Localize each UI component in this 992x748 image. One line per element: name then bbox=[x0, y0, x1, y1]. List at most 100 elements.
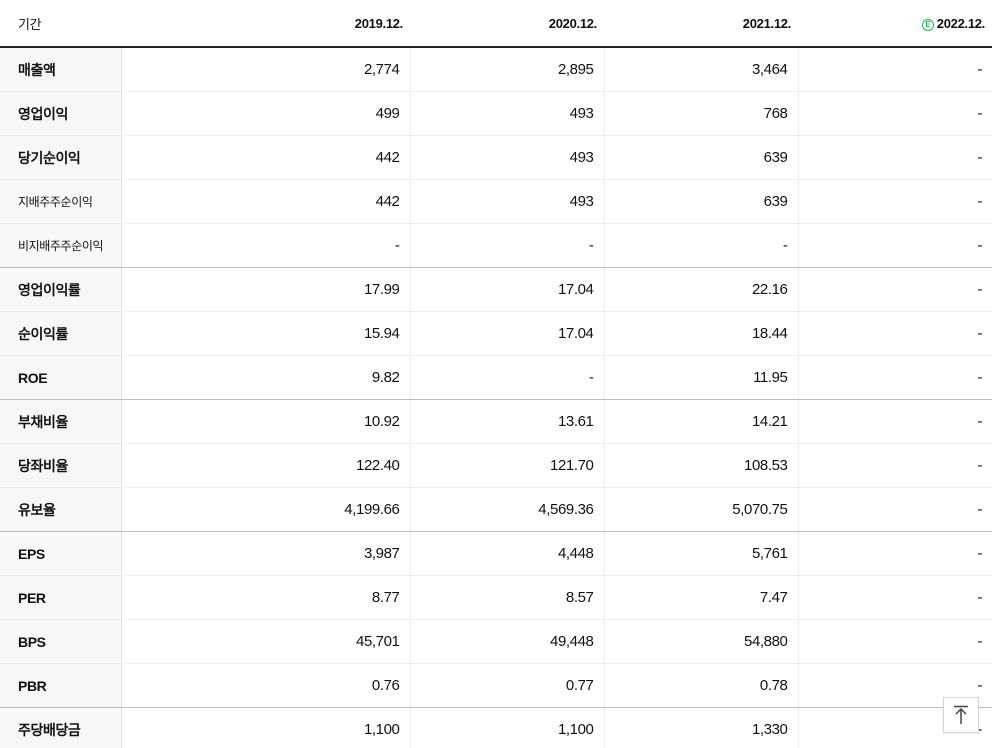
row-label: ROE bbox=[0, 355, 122, 400]
value-cell: - bbox=[797, 575, 992, 620]
table-row: 당좌비율 122.40 121.70 108.53- bbox=[0, 443, 992, 488]
value-cell: - bbox=[603, 223, 798, 268]
row-label: BPS bbox=[0, 619, 122, 664]
table-row: 영업이익 499 493 768- bbox=[0, 91, 992, 136]
value-cell: 442 bbox=[120, 135, 410, 180]
value-cell: 1,100 bbox=[120, 707, 410, 748]
row-label: 순이익률 bbox=[0, 311, 122, 356]
value-cell: 17.04 bbox=[409, 267, 604, 312]
table-body: 매출액 2,774 2,895 3,464- 영업이익 499 493 768- 당기순이익 44… bbox=[0, 47, 992, 748]
value-cell: 13.61 bbox=[409, 399, 604, 444]
value-cell: - bbox=[797, 179, 992, 224]
row-label: 지배주주순이익 bbox=[0, 179, 122, 224]
year-header-2020: 2020.12. bbox=[410, 0, 604, 48]
row-label: 주당배당금 bbox=[0, 707, 122, 748]
value-cell: 45,701 bbox=[120, 619, 410, 664]
value-cell: 108.53 bbox=[603, 443, 798, 488]
value-cell: 122.40 bbox=[120, 443, 410, 488]
value-cell: 49,448 bbox=[409, 619, 604, 664]
value-cell: - bbox=[797, 399, 992, 444]
value-cell: - bbox=[797, 223, 992, 268]
value-cell: - bbox=[797, 443, 992, 488]
table-row: 당기순이익 442 493 639- bbox=[0, 135, 992, 180]
value-cell: 10.92 bbox=[120, 399, 410, 444]
value-cell: - bbox=[797, 135, 992, 180]
row-label: 매출액 bbox=[0, 47, 122, 92]
row-label: 유보율 bbox=[0, 487, 122, 532]
row-label: 영업이익률 bbox=[0, 267, 122, 312]
value-cell: 499 bbox=[120, 91, 410, 136]
table-row: ROE 9.82-11.95- bbox=[0, 355, 992, 400]
table-row: BPS 45,701 49,448 54,880- bbox=[0, 619, 992, 664]
table-row: 영업이익률 17.99 17.04 22.16- bbox=[0, 267, 992, 312]
value-cell: 442 bbox=[120, 179, 410, 224]
year-header-2022-label: 2022.12. bbox=[936, 15, 986, 31]
table-row: 부채비율 10.92 13.61 14.21- bbox=[0, 399, 992, 444]
row-label: 부채비율 bbox=[0, 399, 122, 444]
value-cell: 15.94 bbox=[120, 311, 410, 356]
value-cell: - bbox=[120, 223, 410, 268]
value-cell: - bbox=[797, 619, 992, 664]
value-cell: 768 bbox=[603, 91, 798, 136]
scroll-to-top-button[interactable] bbox=[943, 697, 979, 733]
year-header-2019: 2019.12. bbox=[121, 0, 410, 48]
value-cell: 7.47 bbox=[603, 575, 798, 620]
year-header-2022: E 2022.12. bbox=[798, 0, 992, 48]
table-row: EPS 3,987 4,448 5,761- bbox=[0, 531, 992, 576]
value-cell: - bbox=[797, 267, 992, 312]
value-cell: 5,070.75 bbox=[603, 487, 798, 532]
value-cell: 639 bbox=[603, 135, 798, 180]
value-cell: 8.77 bbox=[120, 575, 410, 620]
table-row: 비지배주주순이익 - - - - bbox=[0, 223, 992, 268]
value-cell: 1,100 bbox=[409, 707, 604, 748]
estimate-badge-icon: E bbox=[921, 18, 934, 31]
value-cell: 2,774 bbox=[120, 47, 410, 92]
value-cell: 0.78 bbox=[603, 663, 798, 708]
value-cell: 14.21 bbox=[603, 399, 798, 444]
value-cell: 3,464 bbox=[603, 47, 798, 92]
value-cell: 4,199.66 bbox=[120, 487, 410, 532]
row-label: 비지배주주순이익 bbox=[0, 223, 122, 268]
table-row: 지배주주순이익 442 493 639- bbox=[0, 179, 992, 224]
value-cell: 0.77 bbox=[409, 663, 604, 708]
value-cell: 17.99 bbox=[120, 267, 410, 312]
value-cell: 3,987 bbox=[120, 531, 410, 576]
value-cell: 493 bbox=[409, 91, 604, 136]
table-row: 순이익률 15.94 17.04 18.44- bbox=[0, 311, 992, 356]
table-header-row: 기간 2019.12. 2020.12. 2021.12. E 2022.12. bbox=[0, 0, 992, 48]
row-label: 영업이익 bbox=[0, 91, 122, 136]
value-cell: 8.57 bbox=[409, 575, 604, 620]
value-cell: 9.82 bbox=[120, 355, 410, 400]
value-cell: 4,448 bbox=[409, 531, 604, 576]
row-label: PBR bbox=[0, 663, 122, 708]
row-label: 당좌비율 bbox=[0, 443, 122, 488]
value-cell: 493 bbox=[409, 135, 604, 180]
table-row: 주당배당금 1,100 1,100 1,330- bbox=[0, 707, 992, 748]
arrow-up-to-top-icon bbox=[954, 705, 968, 724]
period-header: 기간 bbox=[0, 0, 121, 48]
table-row: 유보율 4,199.66 4,569.36 5,070.75- bbox=[0, 487, 992, 532]
value-cell: 1,330 bbox=[603, 707, 798, 748]
value-cell: 11.95 bbox=[603, 355, 798, 400]
value-cell: - bbox=[797, 531, 992, 576]
value-cell: 2,895 bbox=[409, 47, 604, 92]
table-row: PBR 0.76 0.77 0.78- bbox=[0, 663, 992, 708]
row-label: 당기순이익 bbox=[0, 135, 122, 180]
value-cell: 639 bbox=[603, 179, 798, 224]
value-cell: - bbox=[409, 223, 604, 268]
value-cell: 17.04 bbox=[409, 311, 604, 356]
table-row: PER 8.77 8.57 7.47- bbox=[0, 575, 992, 620]
table-row: 매출액 2,774 2,895 3,464- bbox=[0, 47, 992, 92]
row-label: PER bbox=[0, 575, 122, 620]
value-cell: - bbox=[797, 487, 992, 532]
year-header-2021: 2021.12. bbox=[604, 0, 798, 48]
value-cell: - bbox=[797, 311, 992, 356]
value-cell: - bbox=[409, 355, 604, 400]
value-cell: - bbox=[797, 355, 992, 400]
value-cell: 121.70 bbox=[409, 443, 604, 488]
row-label: EPS bbox=[0, 531, 122, 576]
value-cell: 54,880 bbox=[603, 619, 798, 664]
value-cell: - bbox=[797, 47, 992, 92]
